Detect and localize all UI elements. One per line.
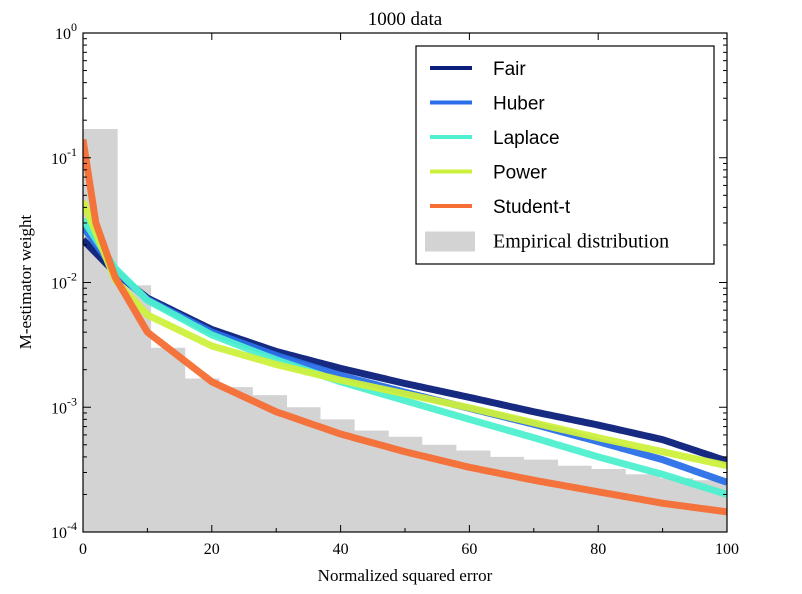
histogram-bar <box>490 456 524 532</box>
legend: Fair Huber Laplace Power Student-t Empirical … <box>415 45 715 265</box>
y-tick-label: 10-2 <box>51 270 77 293</box>
legend-label-student-t: Student-t <box>493 197 571 218</box>
x-tick-label: 80 <box>590 541 606 558</box>
x-tick-label: 40 <box>333 541 349 558</box>
legend-swatch-empirical-distribution <box>425 231 475 252</box>
x-tick-label: 0 <box>79 541 87 558</box>
y-tick-label: 10-1 <box>51 145 77 168</box>
series-line-laplace <box>83 217 727 498</box>
x-axis: 0 20 40 60 80 100 <box>79 33 739 558</box>
histogram-bar <box>117 285 152 532</box>
legend-box <box>415 45 715 265</box>
x-tick-label: 100 <box>715 541 739 558</box>
legend-label-fair: Fair <box>493 59 526 80</box>
histogram-bar <box>252 395 288 532</box>
x-tick-label: 20 <box>204 541 220 558</box>
histogram-bar <box>557 465 592 532</box>
y-tick-label: 10-4 <box>51 519 77 542</box>
x-tick-label: 60 <box>461 541 477 558</box>
series-line-student-t <box>83 138 727 516</box>
histogram-bar <box>150 347 186 532</box>
y-axis: 100 10-1 10-2 10-3 10-4 <box>51 20 727 542</box>
legend-label-empirical-distribution: Empirical distribution <box>493 231 669 253</box>
histogram-bar <box>218 387 253 532</box>
legend-label-laplace: Laplace <box>493 128 560 149</box>
series-line-power <box>83 199 727 470</box>
legend-label-power: Power <box>493 163 548 184</box>
histogram-bar <box>523 459 559 532</box>
y-tick-label: 100 <box>55 20 77 43</box>
chart-title: 1000 data <box>368 9 443 30</box>
y-axis-label: M-estimator weight <box>16 214 35 349</box>
histogram-bar <box>184 378 220 532</box>
series-lines <box>83 138 727 516</box>
x-axis-label: Normalized squared error <box>318 566 493 585</box>
legend-label-huber: Huber <box>493 94 545 115</box>
histogram-bar <box>591 468 626 532</box>
y-tick-label: 10-3 <box>51 394 77 417</box>
